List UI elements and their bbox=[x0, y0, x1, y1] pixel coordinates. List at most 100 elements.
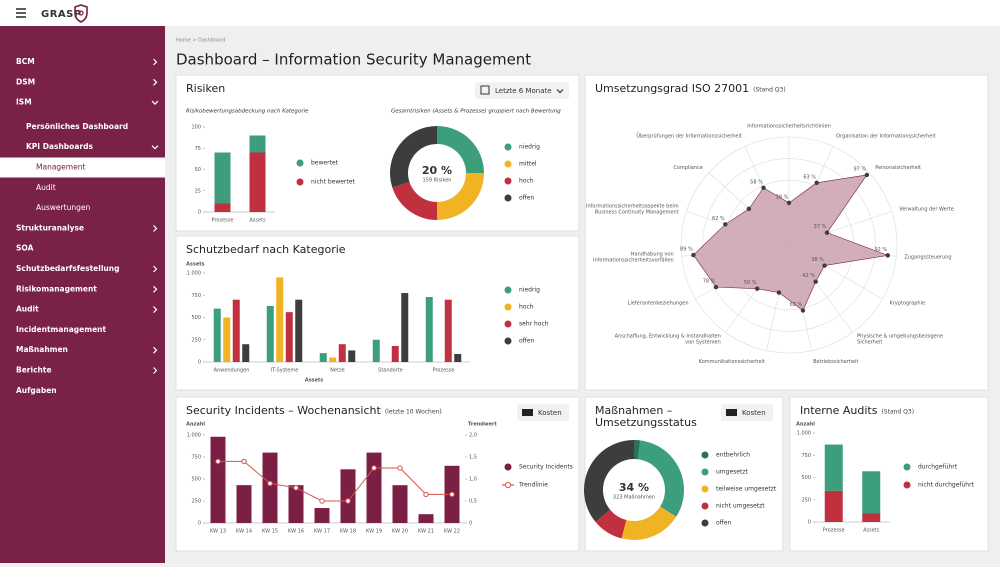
y-tick-label: 500 bbox=[801, 475, 811, 481]
legend-label[interactable]: offen bbox=[519, 195, 534, 202]
y-tick-label: 0 bbox=[808, 520, 811, 526]
active-item bbox=[0, 157, 165, 178]
menu-item[interactable]: KPI Dashboards bbox=[26, 142, 93, 151]
value-label: 42 % bbox=[802, 273, 815, 279]
legend-label[interactable]: hoch bbox=[519, 178, 534, 185]
menu-item[interactable]: DSM bbox=[16, 77, 35, 86]
legend-label[interactable]: hoch bbox=[519, 304, 534, 311]
chevron-icon bbox=[153, 367, 158, 374]
legend-label[interactable]: Trendlinie bbox=[518, 482, 548, 489]
x-tick-label: Prozesse bbox=[212, 218, 234, 224]
dropdown-label[interactable]: Letzte 6 Monate bbox=[495, 87, 552, 95]
radar-category-label: Personalsicherheit bbox=[875, 165, 921, 171]
legend-label[interactable]: offen bbox=[519, 338, 534, 345]
menu-item[interactable]: Management bbox=[36, 163, 85, 172]
legend-label[interactable]: bewertet bbox=[311, 160, 339, 167]
legend-label[interactable]: offen bbox=[716, 520, 731, 527]
x-tick-label: Standorte bbox=[378, 368, 403, 374]
panel-title: Umsetzungsstatus bbox=[595, 416, 697, 429]
cost-toggle[interactable] bbox=[721, 404, 773, 421]
panel-title: Security Incidents – Wochenansicht bbox=[186, 404, 381, 417]
legend-label[interactable]: teilweise umgesetzt bbox=[716, 486, 777, 493]
trend-line bbox=[218, 460, 452, 502]
legend-label[interactable]: umgesetzt bbox=[716, 469, 748, 476]
radar-category-label: Physische & umgebungsbezogene bbox=[857, 333, 943, 339]
bar bbox=[366, 452, 382, 523]
sidebar bbox=[0, 26, 165, 563]
panel bbox=[175, 74, 580, 232]
menu-item[interactable]: Maßnahmen bbox=[16, 345, 68, 354]
menu-item[interactable]: Persönliches Dashboard bbox=[26, 122, 128, 131]
legend-label[interactable]: sehr hoch bbox=[519, 321, 549, 328]
bar bbox=[391, 345, 399, 362]
panel-note: (Stand Q3) bbox=[881, 409, 914, 416]
period-dropdown[interactable] bbox=[475, 82, 569, 99]
radar-point bbox=[786, 200, 792, 206]
legend-label[interactable]: entbehrlich bbox=[716, 452, 750, 459]
panel-note: (letzte 10 Wochen) bbox=[385, 409, 442, 416]
panel-title: Interne Audits bbox=[800, 404, 878, 417]
legend-marker bbox=[504, 160, 512, 168]
trend-point bbox=[215, 458, 221, 465]
menu-button[interactable] bbox=[16, 8, 26, 18]
cost-toggle[interactable] bbox=[517, 404, 569, 421]
menu-item[interactable]: Audit bbox=[16, 305, 39, 314]
bar bbox=[372, 339, 380, 362]
chevron-icon bbox=[153, 265, 158, 273]
trend-point bbox=[423, 491, 429, 498]
legend-label[interactable]: nicht bewertet bbox=[311, 179, 355, 186]
chevron-icon bbox=[151, 145, 159, 150]
radar-category-label: Lieferantenbeziehungen bbox=[628, 301, 689, 307]
breadcrumb[interactable]: Home > Dashboard bbox=[176, 38, 225, 44]
legend-label[interactable]: nicht durchgeführt bbox=[918, 482, 975, 489]
value-label: 89 % bbox=[680, 247, 693, 253]
cost-label[interactable]: Kosten bbox=[742, 409, 766, 417]
bar-segment bbox=[214, 203, 231, 212]
radar-category-label: Sicherheit bbox=[857, 339, 882, 345]
y2-tick-label: 0 bbox=[469, 521, 472, 527]
menu-item[interactable]: Auswertungen bbox=[36, 203, 90, 212]
menu-item[interactable]: Berichte bbox=[16, 366, 52, 375]
cost-label[interactable]: Kosten bbox=[538, 409, 562, 417]
legend-label[interactable]: mittel bbox=[519, 161, 537, 168]
radar-point bbox=[864, 172, 870, 178]
trend-point bbox=[267, 480, 273, 487]
y-tick-label: 750 bbox=[191, 455, 201, 461]
y-tick-label: 250 bbox=[191, 337, 201, 343]
y-axis-label: Anzahl bbox=[796, 422, 815, 428]
x-tick-label: KW 16 bbox=[288, 529, 304, 535]
legend-label[interactable]: niedrig bbox=[519, 144, 540, 151]
menu-item[interactable]: Risikomanagement bbox=[16, 284, 97, 293]
value-label: 62 % bbox=[790, 302, 803, 308]
legend-label[interactable]: durchgeführt bbox=[918, 464, 958, 471]
radar-point bbox=[814, 180, 819, 186]
legend-label[interactable]: Security Incidents bbox=[519, 464, 573, 471]
bar bbox=[340, 469, 356, 523]
bar bbox=[418, 514, 434, 523]
bar bbox=[213, 308, 221, 362]
radar-point bbox=[755, 286, 760, 291]
legend-label[interactable]: nicht umgesetzt bbox=[716, 503, 765, 510]
legend-label[interactable]: niedrig bbox=[519, 287, 540, 294]
value-label: 50 % bbox=[744, 280, 757, 286]
y-tick-label: 75 bbox=[195, 146, 201, 152]
menu-item[interactable]: Incidentmanagement bbox=[16, 325, 106, 334]
menu-item[interactable]: Audit bbox=[36, 183, 56, 192]
legend-marker bbox=[701, 451, 709, 459]
menu-item[interactable]: Strukturanalyse bbox=[16, 223, 84, 232]
menu-item[interactable]: SOA bbox=[16, 244, 34, 253]
menu-item[interactable]: ISM bbox=[16, 98, 32, 107]
bar bbox=[276, 277, 284, 362]
radar-category-label: Organisation der Informationssicherheit bbox=[836, 134, 936, 140]
menu-item[interactable]: BCM bbox=[16, 57, 35, 66]
menu-item[interactable]: Schutzbedarfsfestellung bbox=[16, 264, 119, 273]
page-title: Dashboard – Information Security Managem… bbox=[176, 51, 531, 69]
radar-point bbox=[761, 185, 766, 190]
chevron-icon bbox=[153, 224, 158, 232]
x-tick-label: KW 19 bbox=[366, 529, 382, 535]
menu-item[interactable]: Aufgaben bbox=[16, 386, 57, 395]
legend-marker bbox=[701, 519, 709, 527]
value-label: 92 % bbox=[874, 247, 887, 253]
panel bbox=[175, 235, 580, 391]
